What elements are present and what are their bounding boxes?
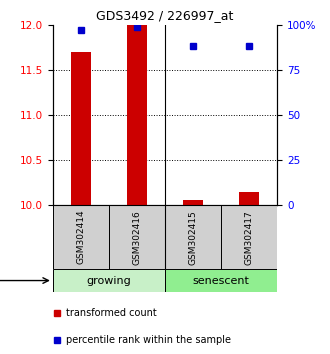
Text: percentile rank within the sample: percentile rank within the sample (66, 335, 231, 345)
Bar (53, 205, 109, 269)
Bar (109, 205, 165, 269)
Bar (165, 269, 277, 292)
Text: GSM302414: GSM302414 (76, 210, 85, 264)
Text: GSM302415: GSM302415 (188, 210, 198, 264)
Bar (127, 25, 147, 205)
Text: growing: growing (86, 275, 131, 286)
Bar (221, 205, 277, 269)
Bar (165, 205, 221, 269)
Bar (71, 52, 91, 205)
Text: GSM302416: GSM302416 (132, 210, 142, 264)
Bar (183, 200, 203, 205)
Bar (53, 269, 165, 292)
Bar (239, 192, 259, 205)
Text: transformed count: transformed count (66, 308, 157, 318)
Text: GSM302417: GSM302417 (245, 210, 254, 264)
Title: GDS3492 / 226997_at: GDS3492 / 226997_at (96, 9, 234, 22)
Text: senescent: senescent (193, 275, 249, 286)
